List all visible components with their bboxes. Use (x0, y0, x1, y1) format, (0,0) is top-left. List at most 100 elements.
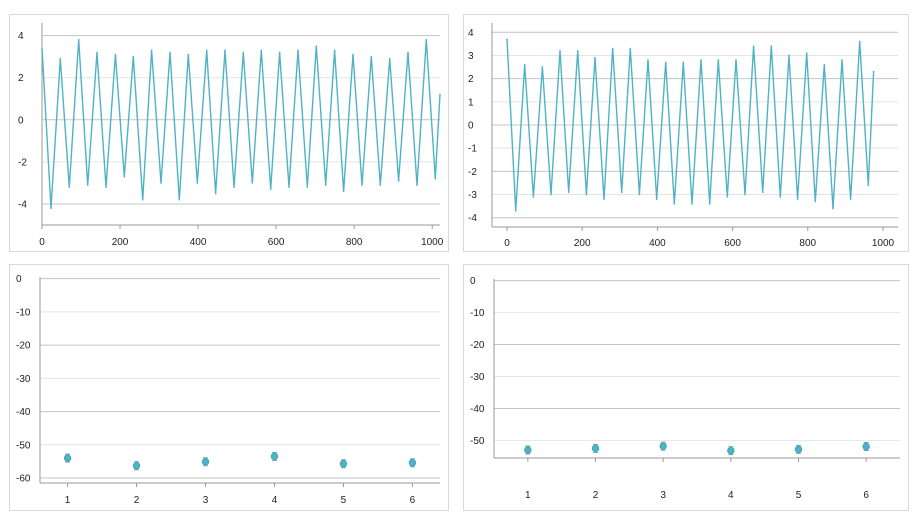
data-point (523, 63, 526, 66)
data-point (288, 186, 290, 188)
data-point (269, 188, 272, 191)
data-point (603, 198, 605, 200)
data-point (388, 57, 391, 60)
data-point (77, 39, 80, 41)
data-point (682, 61, 685, 64)
y-tick-label: -2 (18, 157, 27, 168)
data-point (726, 196, 729, 198)
data-point (196, 182, 199, 184)
y-tick-label: 4 (18, 31, 24, 42)
y-tick-label: -40 (470, 404, 485, 415)
data-point (50, 207, 52, 209)
data-point (541, 66, 544, 68)
x-tick-label: 3 (203, 495, 209, 506)
data-point (270, 451, 279, 461)
data-point (514, 209, 517, 212)
data-point (214, 192, 217, 195)
x-tick-label: 1 (65, 495, 71, 506)
data-point (805, 52, 808, 54)
waveform-chart-1: 4 2 0 -2 -4 0 200 400 600 800 1000 (18, 23, 444, 248)
x-tick-label: 5 (341, 495, 347, 506)
data-point (788, 54, 790, 57)
data-point (242, 51, 245, 54)
x-tick-label: 2 (593, 490, 599, 501)
data-point (708, 203, 711, 205)
data-point (655, 198, 658, 200)
data-point (169, 51, 171, 54)
data-point (63, 453, 72, 463)
data-point (141, 198, 144, 201)
y-tick-label: -3 (468, 190, 477, 201)
data-point (114, 53, 117, 56)
data-point (416, 184, 418, 186)
data-point (105, 186, 107, 188)
data-point (647, 59, 649, 61)
data-point (841, 59, 843, 61)
data-point (872, 70, 875, 73)
y-tick-label: -20 (470, 340, 485, 351)
y-tick-label: 0 (18, 115, 24, 126)
data-point (379, 184, 382, 186)
x-tick-label: 4 (728, 490, 734, 501)
data-point (576, 50, 579, 52)
data-point (585, 193, 588, 196)
data-point (744, 193, 746, 196)
y-tick-label: 2 (18, 73, 24, 84)
data-point (717, 59, 720, 61)
y-tick-label: -4 (468, 213, 477, 224)
x-tick-label: 400 (190, 237, 207, 248)
y-tick-label: -20 (16, 341, 31, 352)
data-point (370, 55, 373, 58)
data-point (664, 61, 667, 64)
x-tick-label: 3 (660, 490, 666, 501)
y-tick-label: 0 (470, 276, 476, 287)
x-tick-label: 200 (574, 238, 591, 249)
x-tick-label: 800 (799, 238, 816, 249)
data-point (591, 443, 600, 453)
data-point (567, 191, 570, 194)
data-point (178, 198, 181, 201)
data-point (297, 49, 299, 52)
data-point (550, 193, 552, 196)
data-point (858, 40, 861, 43)
chart-panel-1: 4 2 0 -2 -4 0 200 400 600 800 1000 (9, 14, 449, 252)
chart-panel-4: 0 -10 -20 -30 -40 -50 1 2 3 4 5 6 (463, 264, 909, 511)
data-point (306, 186, 309, 188)
y-tick-label: -10 (470, 308, 485, 319)
data-point (425, 39, 428, 41)
y-tick-label: -1 (468, 144, 477, 155)
y-tick-label: -50 (16, 440, 31, 451)
data-point (796, 198, 799, 200)
y-tick-label: -4 (18, 199, 27, 210)
data-point (727, 446, 735, 456)
x-tick-label: 0 (504, 238, 510, 249)
data-point (150, 49, 153, 52)
x-tick-label: 6 (863, 490, 869, 501)
chart-panel-2: 4 3 2 1 0 -1 -2 -3 -4 0 200 400 600 800 1000 (463, 14, 909, 252)
data-point (673, 203, 676, 205)
data-point (408, 458, 417, 468)
x-tick-label: 400 (649, 238, 666, 249)
data-point (700, 59, 702, 61)
data-point (862, 441, 870, 451)
y-tick-label: 0 (468, 121, 474, 132)
waveform-chart-2: 4 3 2 1 0 -1 -2 -3 -4 0 200 400 600 800 1000 (468, 23, 898, 249)
x-tick-label: 4 (272, 495, 278, 506)
data-point (611, 47, 614, 50)
data-point (342, 190, 345, 193)
chart-panel-3: 0 -10 -20 -30 -40 -50 -60 1 2 3 4 5 6 (9, 264, 449, 511)
y-tick-label: 1 (468, 97, 474, 108)
data-point (132, 55, 135, 58)
y-tick-label: 3 (468, 51, 474, 62)
data-point (233, 186, 235, 188)
data-point (794, 444, 803, 454)
data-point (559, 50, 561, 52)
data-point (849, 198, 852, 200)
data-point (867, 184, 870, 187)
x-tick-label: 600 (268, 237, 285, 248)
y-tick-label: -30 (470, 372, 485, 383)
y-tick-label: 2 (468, 74, 474, 85)
y-tick-label: 4 (468, 28, 474, 39)
x-tick-label: 800 (346, 237, 363, 248)
data-point (735, 59, 737, 61)
